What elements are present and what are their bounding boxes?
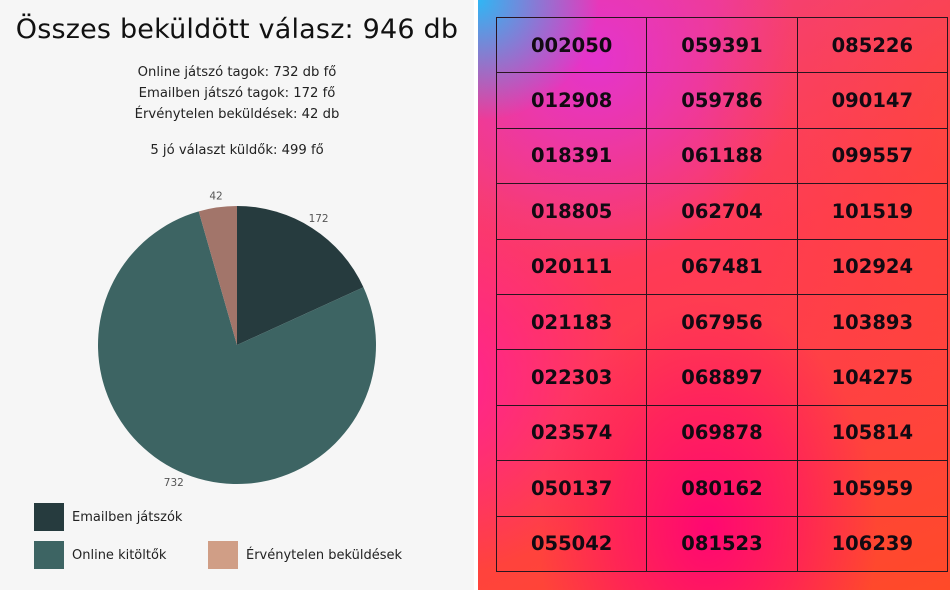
legend-swatch-email [34,503,64,531]
legend-item-email: Emailben játszók [34,503,182,531]
pie-data-labels: 172 732 42 [164,191,329,490]
data-label-online: 732 [164,477,184,489]
table-row: 020111 067481 102924 [495,238,949,295]
code-cell: 055042 [495,515,648,573]
winning-codes-panel: 002050 059391 085226 012908 059786 090147 0183… [478,0,950,590]
code-cell: 059391 [646,16,798,74]
code-cell: 105959 [796,460,949,517]
table-row: 021183 067956 103893 [495,293,949,351]
page-title: Összes beküldött válasz: 946 db [15,14,459,45]
code-cell: 099557 [796,127,949,185]
code-cell: 021183 [495,293,648,351]
code-cell: 080162 [646,460,798,517]
table-row: 022303 068897 104275 [495,349,949,406]
code-cell: 106239 [796,515,949,573]
legend-swatch-online [34,541,64,569]
data-label-email: 172 [309,213,329,225]
code-cell: 062704 [646,183,798,240]
stat-online: Online játszó tagok: 732 db fő [137,65,337,80]
code-cell: 105814 [796,404,949,462]
code-cell: 059786 [646,72,798,129]
stats-block: Online játszó tagok: 732 db fő Emailben … [0,62,474,125]
stat-email: Emailben játszó tagok: 172 fő [138,86,336,101]
code-cell: 085226 [796,16,949,74]
table-row: 002050 059391 085226 [495,16,949,74]
legend-label-invalid: Érvénytelen beküldések [246,547,403,563]
code-cell: 069878 [646,404,798,462]
table-row: 050137 080162 105959 [495,460,949,517]
code-cell: 012908 [495,72,648,129]
table-row: 012908 059786 090147 [495,72,949,129]
pie-slice-online [97,211,376,484]
legend-label-email: Emailben játszók [72,509,183,525]
pie-slice-invalid [198,206,237,345]
code-cell: 103893 [796,293,949,351]
legend-swatch-invalid [208,541,238,569]
data-label-invalid: 42 [209,191,222,203]
legend-label-online: Online kitöltők [72,547,167,563]
code-cell: 020111 [495,238,648,295]
code-cell: 101519 [796,183,949,240]
code-cell: 081523 [646,515,798,573]
code-cell: 061188 [646,127,798,185]
table-row: 023574 069878 105814 [495,404,949,462]
code-cell: 050137 [495,460,648,517]
legend-item-online: Online kitöltők [34,541,166,569]
code-cell: 018391 [495,127,648,185]
table-row: 018805 062704 101519 [495,183,949,240]
code-cell: 002050 [495,16,648,74]
code-cell: 102924 [796,238,949,295]
correct-senders: 5 jó választ küldők: 499 fő [150,143,324,158]
stats-panel: Összes beküldött válasz: 946 db Online j… [0,0,474,590]
stat-invalid: Érvénytelen beküldések: 42 db [134,107,340,122]
code-cell: 067481 [646,238,798,295]
pie-chart: 172 732 42 [97,191,376,490]
table-row: 055042 081523 106239 [495,515,949,573]
code-cell: 018805 [495,183,648,240]
pie-slice-email [237,206,364,345]
code-cell: 090147 [796,72,949,129]
code-cell: 067956 [646,293,798,351]
table-row: 018391 061188 099557 [495,127,949,185]
code-cell: 104275 [796,349,949,406]
code-cell: 023574 [495,404,648,462]
code-cell: 022303 [495,349,648,406]
legend-item-invalid: Érvénytelen beküldések [208,541,402,569]
code-cell: 068897 [646,349,798,406]
codes-table: 002050 059391 085226 012908 059786 090147 0183… [495,16,949,573]
pie-slices [97,206,376,484]
